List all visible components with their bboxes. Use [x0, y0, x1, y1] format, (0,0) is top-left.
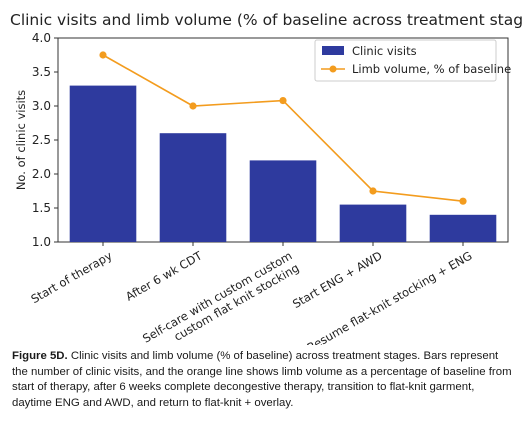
y-tick-label: 4.0 [32, 31, 51, 45]
line-point [369, 187, 377, 195]
line-series [99, 51, 467, 205]
y-tick-label: 1.5 [32, 201, 51, 215]
bar [69, 85, 137, 242]
line-point [189, 102, 197, 110]
line-point [459, 197, 467, 205]
x-tick-label: Self-care with custom customcustom flat … [140, 248, 301, 345]
x-tick-label-line: Resume flat-knit stocking + ENG [305, 248, 475, 345]
bar [339, 204, 407, 242]
caption-text: Clinic visits and limb volume (% of base… [12, 350, 512, 409]
x-tick-label: Start of therapy [28, 248, 114, 306]
x-tick-label-line: Start of therapy [28, 248, 114, 306]
bar [249, 160, 317, 242]
x-tick-label: Resume flat-knit stocking + ENG [305, 248, 475, 345]
chart: Clinic visits and limb volume (% of base… [10, 11, 522, 345]
x-tick-label-line: custom flat knit stocking [171, 261, 301, 344]
line-point [279, 96, 287, 105]
legend: Clinic visits Limb volume, % of baseline [314, 39, 511, 82]
caption-label: Figure 5D. [12, 350, 68, 362]
bar [159, 133, 227, 242]
legend-label-bars: Clinic visits [352, 44, 417, 58]
x-tick-label-line: Self-care with custom custom [140, 248, 294, 345]
figure-caption: Figure 5D. Clinic visits and limb volume… [12, 349, 512, 411]
legend-frame [314, 39, 497, 82]
legend-swatch-marker [329, 65, 337, 73]
x-tick-label: After 6 wk CDT [123, 248, 205, 304]
line-point [99, 51, 107, 59]
y-tick-label: 2.5 [32, 133, 51, 147]
x-tick-label-line: Start ENG + AWD [290, 248, 385, 311]
bars [69, 85, 497, 242]
y-tick-label: 3.5 [32, 65, 51, 79]
legend-swatch-bars [322, 46, 344, 55]
x-tick-label: Start ENG + AWD [290, 248, 385, 311]
bar [429, 214, 497, 242]
y-tick-label: 3.0 [32, 99, 51, 113]
chart-title: Clinic visits and limb volume (% of base… [10, 11, 522, 29]
y-tick-label: 2.0 [32, 167, 51, 181]
legend-label-line: Limb volume, % of baseline [352, 62, 511, 76]
y-axis-label: No. of clinic visits [14, 90, 28, 190]
y-tick-label: 1.0 [32, 235, 51, 249]
x-tick-label-line: After 6 wk CDT [123, 248, 205, 304]
